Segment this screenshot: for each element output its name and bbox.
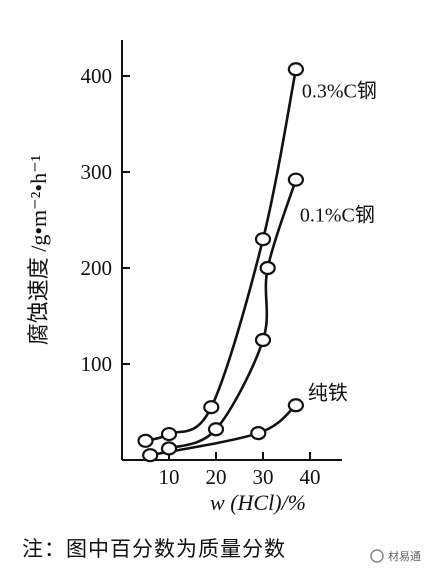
data-point [254, 332, 272, 348]
y-tick-label: 200 [81, 256, 113, 280]
series-line [168, 179, 298, 450]
data-point [207, 422, 225, 437]
x-tick-label: 10 [159, 465, 180, 489]
tick-labels: 100 200 300 400 10 20 30 40 [81, 64, 321, 489]
data-point [287, 398, 304, 413]
x-tick-label: 20 [206, 465, 227, 489]
y-axis-title: 腐蚀速度 /g•m⁻²•h⁻¹ [26, 155, 51, 346]
x-axis-title: w (HCl)/% [210, 490, 306, 515]
watermark-icon [370, 549, 384, 563]
data-point [142, 448, 159, 463]
data-point [203, 400, 220, 415]
y-tick-label: 300 [81, 160, 113, 184]
x-tick-label: 40 [300, 465, 321, 489]
data-point [137, 433, 154, 448]
y-tick-label: 400 [81, 64, 113, 88]
footnote: 注：图中百分数为质量分数 [22, 537, 286, 561]
data-point [287, 62, 304, 77]
x-tick-label: 30 [253, 465, 274, 489]
series-line [145, 69, 298, 443]
series-label: 纯铁 [308, 381, 348, 404]
watermark-text: 材易通 [388, 549, 421, 563]
series-points [137, 62, 304, 463]
data-point [254, 232, 272, 247]
series-label: 0.3%C钢 [302, 79, 377, 102]
data-point [160, 441, 178, 456]
y-tick-label: 100 [81, 352, 113, 376]
series-lines [145, 69, 298, 457]
data-point [287, 172, 304, 187]
data-point [259, 260, 276, 276]
series-label: 0.1%C钢 [300, 204, 375, 227]
data-point [250, 426, 267, 441]
data-point [160, 426, 178, 442]
ticks [122, 75, 311, 460]
axes [121, 40, 342, 461]
watermark: 材易通 [370, 549, 421, 563]
